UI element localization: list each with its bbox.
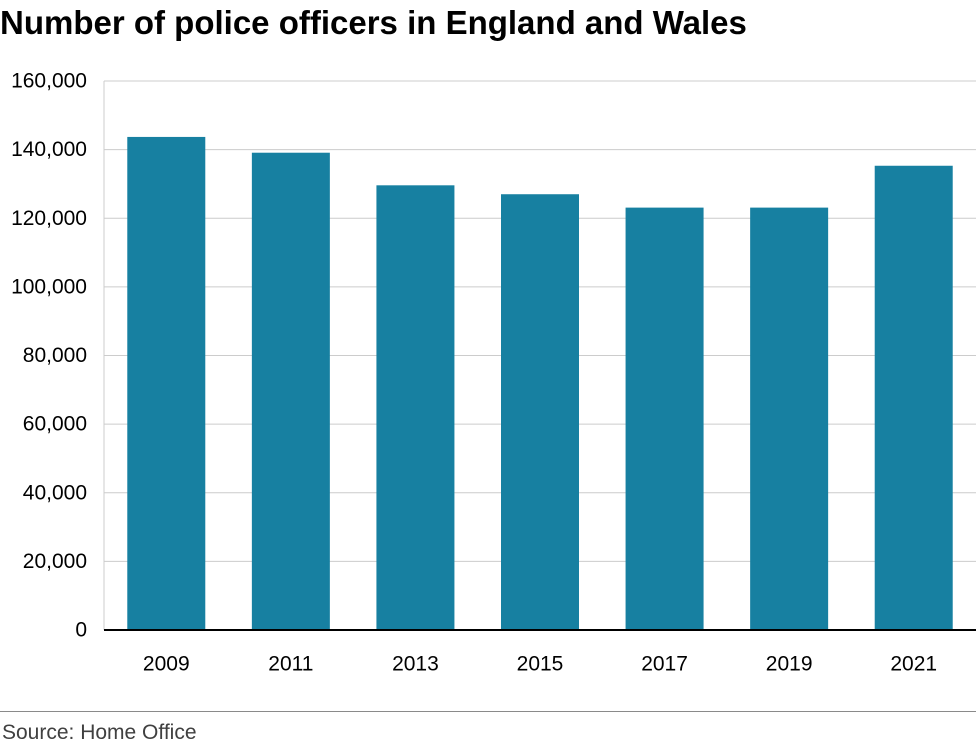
bar-2019	[750, 207, 829, 630]
bar-chart: 0 20,000 40,000 60,000 80,000 100,000 120,000 1…	[11, 70, 976, 676]
bar-2021	[874, 165, 953, 630]
chart-title: Number of police officers in England and…	[0, 4, 747, 41]
x-tick-label: 2011	[268, 653, 313, 676]
y-tick-label: 100,000	[11, 275, 87, 298]
source-note: Source: Home Office	[2, 721, 197, 744]
y-tick-label: 60,000	[23, 413, 87, 436]
y-tick-label: 160,000	[11, 70, 87, 93]
x-tick-label: 2021	[890, 653, 937, 676]
y-tick-label: 140,000	[11, 138, 87, 161]
bar-2013	[376, 185, 455, 630]
y-tick-label: 40,000	[23, 481, 87, 504]
bar-2017	[625, 207, 704, 630]
x-tick-label: 2019	[766, 653, 813, 676]
x-tick-label: 2017	[641, 653, 688, 676]
bar-2011	[251, 152, 330, 630]
bar-2009	[127, 136, 206, 630]
footer-divider	[0, 711, 976, 712]
x-tick-label: 2009	[143, 653, 190, 676]
y-tick-label: 80,000	[23, 344, 87, 367]
x-tick-label: 2015	[517, 653, 564, 676]
bar-2015	[501, 194, 579, 630]
y-tick-label: 0	[75, 619, 87, 642]
x-tick-label: 2013	[392, 653, 439, 676]
y-tick-label: 120,000	[11, 207, 87, 230]
y-tick-label: 20,000	[23, 550, 87, 573]
